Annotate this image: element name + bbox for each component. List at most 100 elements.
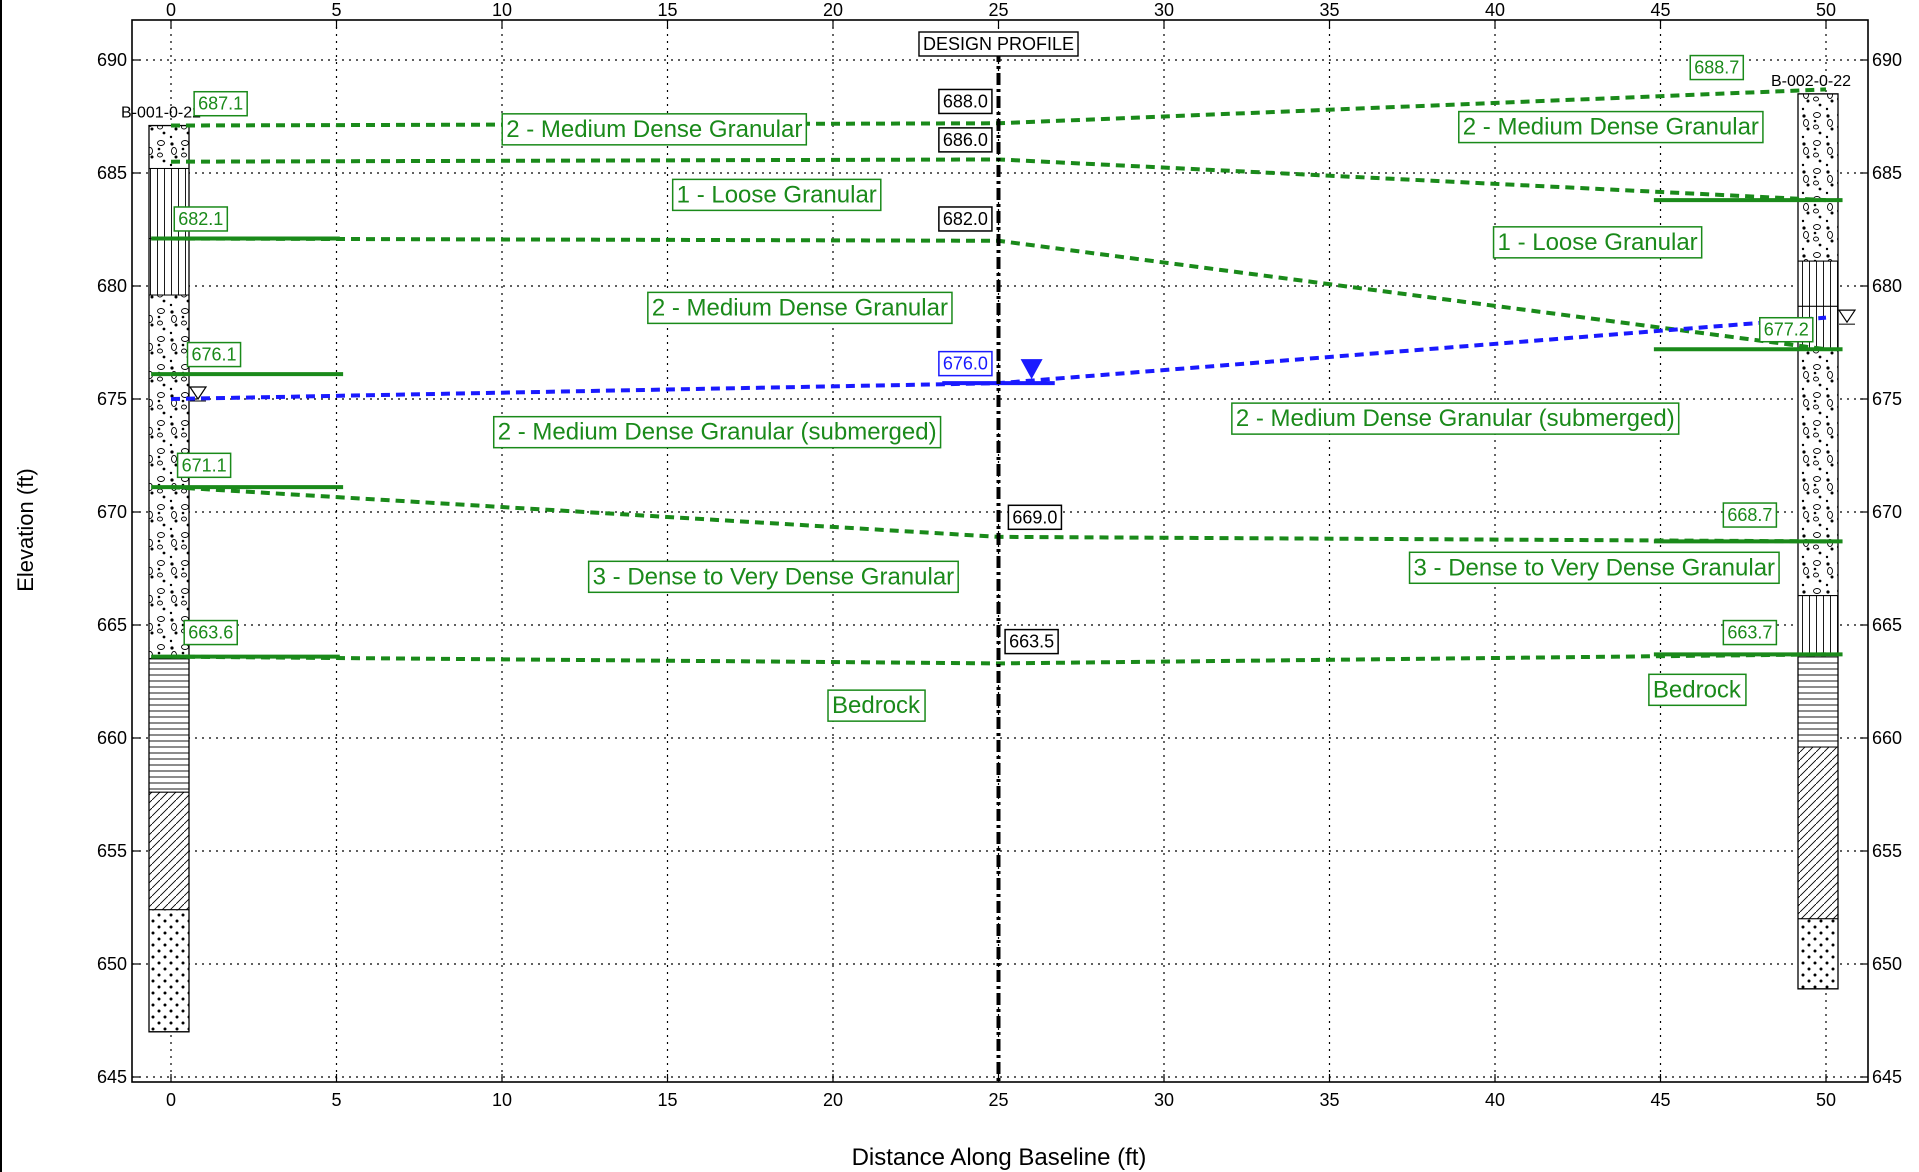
x-tick-label-bottom: 5 [331,1090,341,1110]
y-tick-label-right: 645 [1872,1067,1902,1087]
elevation-label: 682.0 [938,206,993,232]
x-tick-label-top: 15 [657,0,677,20]
elevation-label-text: 663.7 [1727,623,1772,643]
boring-segment [1797,93,1839,262]
elevation-label-text: 663.5 [1009,632,1054,652]
design-profile-text: DESIGN PROFILE [923,34,1074,54]
boring-segment [1797,348,1839,597]
layer-label: 3 - Dense to Very Dense Granular [1408,551,1780,585]
layer-label: 1 - Loose Granular [1492,226,1703,259]
x-tick-label-bottom: 35 [1319,1090,1339,1110]
boring-segment [148,791,190,911]
x-tick-label-top: 0 [166,0,176,20]
layer-label-text: Bedrock [1653,676,1742,703]
y-tick-label-right: 665 [1872,615,1902,635]
elevation-label-text: 682.0 [943,209,988,229]
y-tick-label-right: 675 [1872,389,1902,409]
x-tick-label-top: 20 [823,0,843,20]
elevation-label-box [1004,628,1059,655]
elevation-label-text: 677.2 [1764,320,1809,340]
y-tick-label-left: 690 [97,50,127,70]
elevation-label-text: 669.0 [1012,507,1057,527]
elevation-label-text: 676.0 [943,354,988,374]
elevation-label-box [1689,54,1745,81]
layer-label-text: 3 - Dense to Very Dense Granular [593,563,955,590]
layer-label: 1 - Loose Granular [671,178,882,212]
elevation-label-text: 688.0 [943,91,988,111]
y-tick-label-left: 660 [97,728,127,748]
x-tick-label-top: 30 [1154,0,1174,20]
layer-label-box [1648,673,1747,707]
elevation-label-box [186,341,242,368]
boring-segment [148,125,190,169]
boring-segment [1797,260,1839,307]
elevation-label-box [938,127,993,153]
x-tick-label-top: 35 [1319,0,1339,20]
x-tick-label-top: 10 [492,0,512,20]
y-tick-label-right: 655 [1872,841,1902,861]
elevation-label-text: 687.1 [198,94,243,114]
elevation-label-text: 671.1 [182,455,227,475]
boring-column [148,124,190,1033]
elevation-label-box [183,619,238,646]
layer-label-box [1492,226,1703,259]
elevation-label: 687.1 [193,90,248,117]
x-tick-label-top: 25 [988,0,1008,20]
boring-segment [148,238,190,296]
elevation-label-text: 668.7 [1727,505,1772,525]
y-tick-label-right: 680 [1872,276,1902,296]
plot-frame [131,19,1869,1083]
y-tick-label-right: 685 [1872,163,1902,183]
layer-boundary-line [170,652,1827,666]
water-table-marker [1020,359,1043,380]
elevation-label: 688.0 [938,88,993,115]
layer-label: 2 - Medium Dense Granular (submerged) [1231,402,1680,435]
layer-label-text: 1 - Loose Granular [1498,229,1698,256]
elevation-label: 677.2 [1759,316,1814,343]
elevation-label-box [193,90,248,117]
elevation-label: 676.1 [186,341,242,368]
elevation-label-text: 663.6 [188,623,233,643]
boring-segment [1797,918,1839,990]
elevation-label: 676.0 [938,350,993,377]
y-tick-label-right: 660 [1872,728,1902,748]
boring-name: B-001-0-22 [121,105,201,122]
layer-label-text: Bedrock [832,692,921,719]
elevation-label: 688.7 [1689,54,1745,81]
elevation-label-box [938,88,993,115]
elevation-label-text: 688.7 [1694,58,1739,78]
elevation-label-text: 682.1 [178,209,223,229]
x-tick-label-bottom: 20 [823,1090,843,1110]
layer-label: 2 - Medium Dense Granular [501,113,808,146]
elevation-label: 669.0 [1007,504,1063,531]
elevation-label: 686.0 [938,127,993,153]
x-tick-label-bottom: 0 [166,1090,176,1110]
elevation-label-text: 686.0 [943,130,988,150]
layer-label: 2 - Medium Dense Granular [647,291,953,325]
x-tick-label-bottom: 50 [1816,1090,1836,1110]
y-tick-label-left: 655 [97,841,127,861]
elevation-label-box [1722,502,1778,528]
layer-label-text: 2 - Medium Dense Granular (submerged) [1236,405,1675,432]
elevation-label-text: 676.1 [192,345,237,365]
elevation-label-box [176,452,232,479]
layer-label-text: 2 - Medium Dense Granular (submerged) [498,419,937,446]
x-tick-label-top: 40 [1485,0,1505,20]
boring-name: B-002-0-22 [1771,73,1851,90]
x-tick-label-top: 50 [1816,0,1836,20]
layer-label-box [827,689,926,722]
boring-segment [1797,746,1839,920]
page-left-border [0,0,2,1172]
layer-label-box [501,113,808,146]
y-tick-label-left: 645 [97,1067,127,1087]
boring-water-symbol [1837,309,1857,324]
elevation-label-box [1759,316,1814,343]
layer-label: 2 - Medium Dense Granular [1458,110,1764,144]
x-tick-label-bottom: 45 [1650,1090,1670,1110]
elevation-label-box [938,350,993,377]
y-tick-label-left: 665 [97,615,127,635]
layer-label-text: 3 - Dense to Very Dense Granular [1414,554,1776,581]
elevation-label-box [1722,619,1778,646]
elevation-label: 663.6 [183,619,238,646]
